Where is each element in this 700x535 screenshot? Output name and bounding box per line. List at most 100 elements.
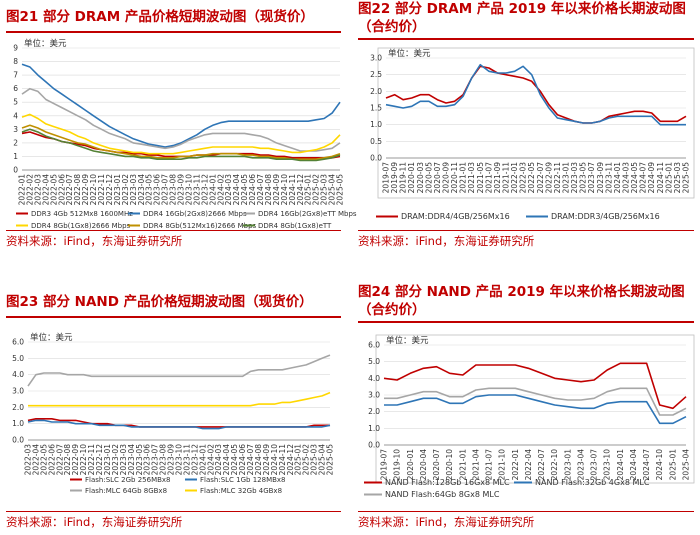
x-tick-label: 2022-01 bbox=[510, 162, 519, 194]
y-tick-label: 3.0 bbox=[370, 54, 382, 63]
x-tick-label: 2022-07 bbox=[65, 174, 74, 206]
y-tick-label: 0.5 bbox=[370, 137, 382, 146]
x-tick-label: 2020-09 bbox=[442, 162, 451, 194]
legend-label: DRAM:DDR3/4GB/256Mx16 bbox=[551, 212, 660, 221]
y-tick-label: 0.0 bbox=[370, 154, 382, 163]
x-tick-label: 2024-05 bbox=[230, 444, 239, 476]
series-line bbox=[384, 394, 687, 425]
title-rule bbox=[6, 316, 341, 318]
y-tick-label: 6 bbox=[13, 84, 18, 93]
y-tick-label: 7 bbox=[13, 71, 18, 80]
x-tick-label: 2022-06 bbox=[47, 444, 56, 476]
nand-spot-chart: 单位：美元 0.0 1.0 2.0 3.0 4.0 5.0 6.0 2022-032022-04… bbox=[12, 332, 335, 495]
x-tick-label: 2022-11 bbox=[97, 174, 106, 206]
x-tick-label: 2024-11 bbox=[656, 162, 665, 194]
legend-label: DDR4 8Gb(1Gx8)2666 Mbps bbox=[31, 222, 131, 230]
x-tick-label: 2019-10 bbox=[393, 449, 402, 481]
x-tick-label: 2023-09 bbox=[167, 444, 176, 476]
x-tick-label: 2024-06 bbox=[238, 444, 247, 476]
x-tick-label: 2023-05 bbox=[579, 162, 588, 194]
x-tick-label: 2023-01 bbox=[113, 174, 122, 206]
x-tick-label: 2023-01 bbox=[103, 444, 112, 476]
source-note: 资料来源：iFind，东海证券研究所 bbox=[358, 234, 535, 248]
y-tick-label: 3 bbox=[13, 125, 18, 134]
legend-label: NAND Flash:32Gb 4Gx8 MLC bbox=[535, 478, 650, 487]
figure-title: 图24 部分 NAND 产品 2019 年以来价格长期波动图（合约价） bbox=[358, 284, 685, 318]
legend-label: DDR4 8Gb(1Gx8)eTT bbox=[258, 222, 332, 230]
x-tick-label: 2025-02 bbox=[302, 444, 311, 476]
x-tick-label: 2024-05 bbox=[630, 162, 639, 194]
series-line bbox=[27, 419, 331, 430]
legend-label: Flash:MLC 64Gb 8GBx8 bbox=[85, 487, 167, 495]
x-tick-label: 2020-11 bbox=[450, 162, 459, 194]
x-tick-label: 2022-11 bbox=[87, 444, 96, 476]
plot-frame bbox=[377, 47, 695, 199]
y-tick-label: 1.0 bbox=[370, 120, 382, 129]
x-tick-label: 2023-08 bbox=[159, 444, 168, 476]
x-tick-label: 2023-11 bbox=[182, 444, 191, 476]
y-tick-label: 3.0 bbox=[12, 387, 24, 396]
series-line bbox=[21, 124, 341, 160]
figure-title: 图22 部分 DRAM 产品 2019 年以来价格长期波动图（合约价） bbox=[358, 1, 686, 35]
x-tick-label: 2022-08 bbox=[63, 444, 72, 476]
x-tick-label: 2022-04 bbox=[524, 449, 533, 481]
unit-label: 单位：美元 bbox=[24, 38, 67, 49]
x-tick-label: 2022-10 bbox=[550, 449, 559, 481]
series-line bbox=[21, 87, 341, 152]
x-tick-label: 2024-12 bbox=[296, 174, 305, 206]
x-tick-label: 2023-11 bbox=[604, 162, 613, 194]
x-tick-label: 2022-07 bbox=[537, 449, 546, 481]
x-tick-label: 2024-07 bbox=[639, 162, 648, 194]
source-rule bbox=[6, 511, 341, 512]
x-tick-label: 2023-03 bbox=[119, 444, 128, 476]
legend-label: DDR4 8Gb(512Mx16)2666 Mbps bbox=[143, 222, 257, 230]
x-tick-label: 2023-10 bbox=[175, 444, 184, 476]
x-tick-label: 2025-04 bbox=[318, 444, 327, 476]
x-tick-label: 2023-07 bbox=[587, 162, 596, 194]
series-line bbox=[21, 128, 341, 162]
x-tick-label: 2020-01 bbox=[407, 162, 416, 194]
x-tick-label: 2024-05 bbox=[240, 174, 249, 206]
x-tick-label: 2024-01 bbox=[208, 174, 217, 206]
x-tick-label: 2024-09 bbox=[647, 162, 656, 194]
x-tick-label: 2023-07 bbox=[151, 444, 160, 476]
x-tick-label: 2024-02 bbox=[206, 444, 215, 476]
x-tick-label: 2022-07 bbox=[536, 162, 545, 194]
y-tick-label: 0 bbox=[13, 166, 18, 175]
x-tick-label: 2024-10 bbox=[270, 444, 279, 476]
x-tick-label: 2024-09 bbox=[272, 174, 281, 206]
legend-label: NAND Flash:64Gb 8Gx8 MLC bbox=[385, 490, 500, 499]
x-tick-label: 2024-10 bbox=[280, 174, 289, 206]
y-tick-label: 2.0 bbox=[12, 403, 24, 412]
dram-contract-chart: 单位：美元 0.0 0.5 1.0 1.5 2.0 2.5 3.0 2019-07 2019-09… bbox=[370, 47, 695, 221]
x-tick-label: 2025-03 bbox=[320, 174, 329, 206]
series-line bbox=[385, 63, 686, 126]
x-tick-label: 2023-09 bbox=[596, 162, 605, 194]
x-tick-label: 2021-03 bbox=[467, 162, 476, 194]
x-tick-label: 2021-04 bbox=[471, 449, 480, 481]
x-tick-label: 2023-07 bbox=[590, 449, 599, 481]
x-tick-label: 2025-02 bbox=[312, 174, 321, 206]
x-tick-label: 2025-05 bbox=[326, 444, 335, 476]
x-tick-label: 2023-04 bbox=[127, 444, 136, 476]
y-tick-label: 2.5 bbox=[370, 70, 382, 79]
y-tick-label: 0.0 bbox=[12, 436, 24, 445]
x-tick-label: 2020-10 bbox=[445, 449, 454, 481]
x-tick-label: 2024-11 bbox=[288, 174, 297, 206]
x-tick-label: 2024-07 bbox=[246, 444, 255, 476]
x-tick-label: 2023-10 bbox=[603, 449, 612, 481]
x-tick-label: 2023-04 bbox=[137, 174, 146, 206]
x-tick-label: 2019-07 bbox=[382, 162, 391, 194]
x-tick-label: 2023-12 bbox=[190, 444, 199, 476]
x-tick-label: 2021-07 bbox=[485, 449, 494, 481]
x-tick-label: 2022-03 bbox=[24, 444, 33, 476]
series-line bbox=[383, 362, 687, 410]
x-tick-label: 2025-01 bbox=[304, 174, 313, 206]
x-tick-label: 2025-01 bbox=[664, 162, 673, 194]
x-tick-label: 2024-01 bbox=[198, 444, 207, 476]
x-tick-label: 2023-06 bbox=[143, 444, 152, 476]
x-tick-label: 2023-05 bbox=[145, 174, 154, 206]
x-tick-label: 2021-10 bbox=[498, 449, 507, 481]
figure-title: 图21 部分 DRAM 产品价格短期波动图（现货价） bbox=[6, 9, 314, 25]
x-tick-label: 2023-05 bbox=[135, 444, 144, 476]
